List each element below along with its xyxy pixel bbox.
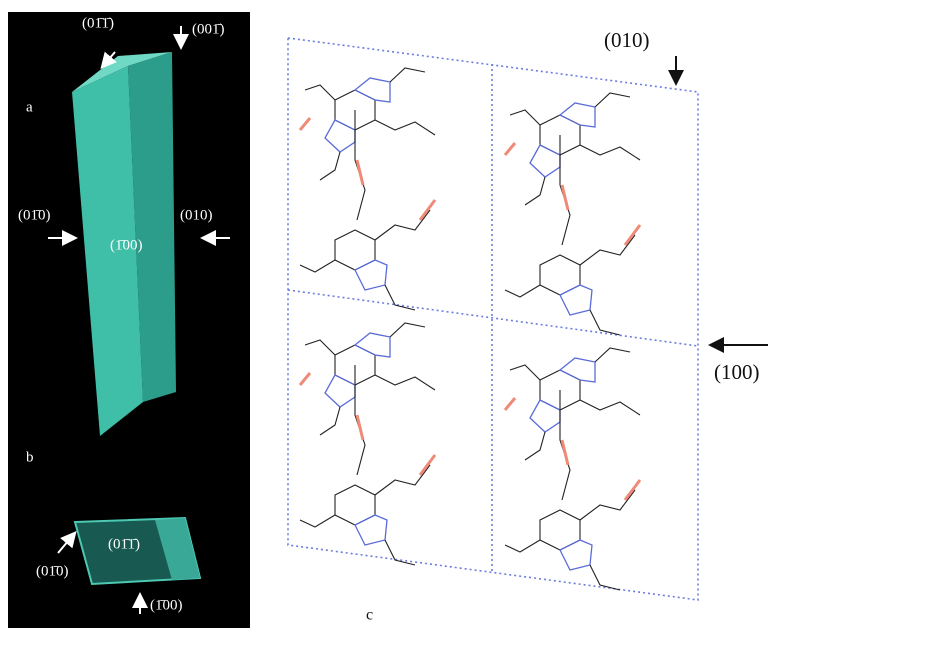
arrow [57,530,77,554]
direction-label: (010) [604,28,650,52]
unit-cell [287,37,699,601]
molecule [503,346,642,592]
face-label: (1̄00) [150,597,183,613]
face-label: (01̄1̄) [82,15,114,31]
face-label: (01̄0) [18,207,51,223]
unit-cell [287,289,699,347]
face-label: (01̄0) [36,563,69,579]
crystal-front [72,66,143,436]
crystal-top [72,52,172,92]
face-label: (010) [180,207,213,223]
molecule [298,321,437,567]
crystal-side [128,52,176,402]
arrow [100,51,117,70]
crystal-b-side [155,518,200,580]
molecule [298,66,437,312]
panel-label: a [26,99,33,115]
face-label: (01̄1̄) [108,536,140,552]
panel-label: b [26,449,34,465]
panel-label: c [366,607,373,624]
face-label: (1̄00) [110,237,143,253]
direction-label: (100) [714,360,760,384]
face-label: (001̄) [192,21,225,37]
molecule [503,91,642,337]
